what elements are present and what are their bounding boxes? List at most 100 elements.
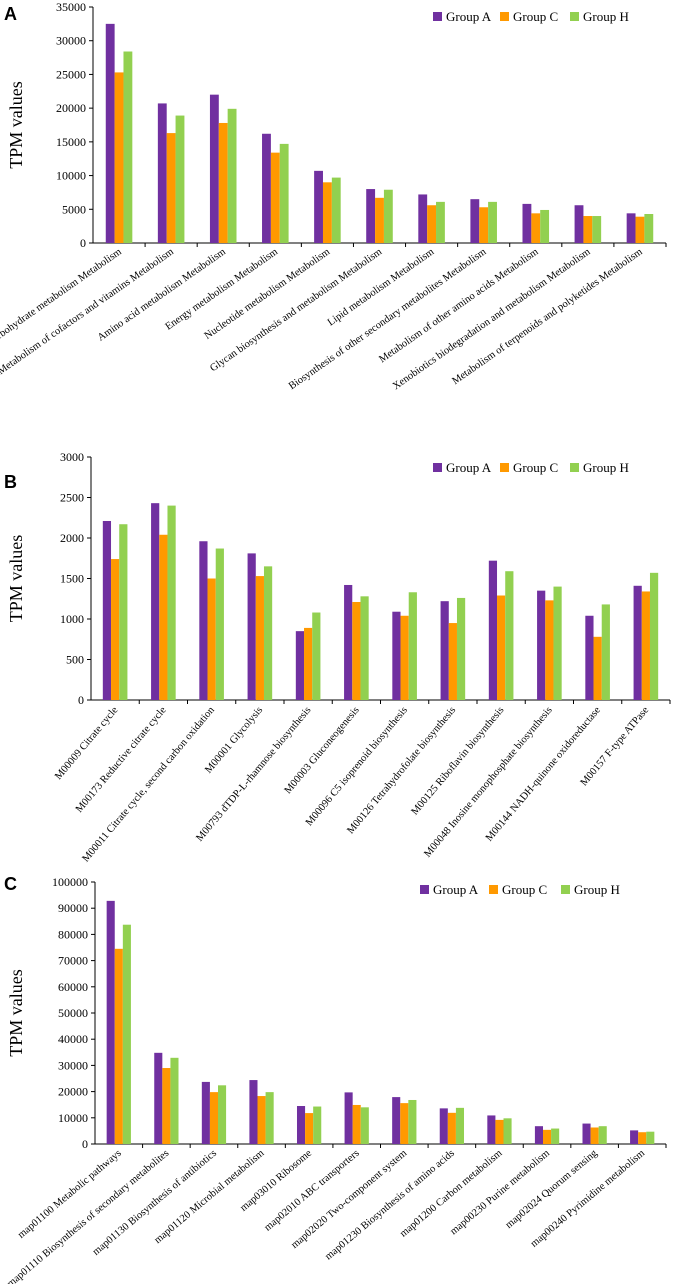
chart-a-bar-group-h (436, 201, 445, 243)
chart-a-bar-group-a (366, 189, 376, 243)
chart-b-y-tick-label: 500 (66, 653, 84, 667)
chart-c-bar-group-c (257, 1096, 266, 1144)
chart-b-bar-group-c (255, 576, 264, 700)
chart-a-bar-group-c (218, 122, 228, 243)
chart-a-x-tick-label: Metabolism of terpenoids and polyketides… (450, 246, 644, 387)
chart-c-bar-group-a (296, 1106, 306, 1144)
chart-b-bar-group-a (151, 503, 160, 700)
chart-c-bar-group-a (630, 1130, 639, 1144)
chart-a-y-tick-label: 35000 (56, 0, 86, 14)
chart-b-y-tick-label: 2000 (60, 531, 84, 545)
chart-a-legend-swatch (500, 12, 509, 21)
chart-b-bar-group-h (601, 604, 610, 700)
chart-b-legend-label: Group C (513, 460, 558, 475)
chart-b-bar-group-c (352, 601, 361, 700)
chart-b-bar-group-h (312, 612, 321, 700)
chart-b-y-axis-title: TPM values (6, 535, 26, 623)
chart-b-bar-group-c (497, 595, 506, 700)
chart-a-bar-group-a (105, 23, 115, 243)
chart-c-bar-group-h (646, 1131, 655, 1144)
chart-c-bar-group-a (439, 1108, 448, 1144)
chart-b-bar-group-c (400, 615, 409, 700)
chart-c-bar-group-c (352, 1104, 361, 1144)
chart-c-y-tick-label: 60000 (58, 980, 88, 994)
chart-b-bar-group-a (585, 615, 594, 700)
chart-b-bar-group-h (263, 566, 273, 700)
chart-a-y-tick-label: 25000 (56, 67, 86, 81)
chart-c-legend-swatch (420, 885, 429, 894)
chart-b-bar-group-c (159, 534, 168, 700)
chart-a-legend-label: Group A (446, 9, 492, 24)
chart-a-bar-group-h (383, 189, 393, 243)
chart-c-bar-group-c (590, 1127, 599, 1144)
chart-c-y-tick-label: 30000 (58, 1058, 88, 1072)
chart-a-y-tick-label: 20000 (56, 101, 86, 115)
chart-c-bar-group-c (638, 1132, 647, 1144)
chart-a-bar-group-h (279, 143, 289, 243)
chart-a-bar-group-a (262, 133, 271, 243)
chart-c-legend-label: Group H (574, 882, 620, 897)
chart-c-bar-group-h (455, 1107, 465, 1144)
chart-b-bar-group-a (247, 553, 256, 700)
chart-a-bar-group-c (375, 197, 384, 243)
chart-b-bar-group-h (649, 572, 659, 700)
chart-a-legend-swatch (433, 12, 442, 21)
chart-c-legend-label: Group A (433, 882, 479, 897)
chart-c-bar-group-h (170, 1057, 179, 1144)
chart-a-bar-group-h (540, 209, 550, 243)
chart-b-bar-group-a (199, 541, 208, 700)
chart-b-bar-group-a (392, 611, 401, 700)
chart-c-bar-group-h (598, 1126, 607, 1144)
chart-a-bar-group-h (592, 216, 602, 243)
chart-a-bar-group-a (314, 170, 323, 243)
chart-c-bar-group-c (400, 1103, 409, 1144)
chart-b-bar-group-c (111, 559, 120, 700)
chart-a-bar-group-c (531, 213, 541, 243)
chart-c-y-tick-label: 70000 (58, 954, 88, 968)
chart-a-y-tick-label: 10000 (56, 169, 86, 183)
chart-a-bar-group-a (209, 94, 219, 244)
chart-b-y-tick-label: 1000 (60, 612, 84, 626)
chart-a-x-tick-label: Biosynthesis of other secondary metaboli… (287, 246, 488, 392)
chart-c-bar-group-h (265, 1092, 274, 1144)
chart-b-bar-group-a (102, 520, 112, 700)
chart-a-bar-group-a (470, 199, 480, 243)
chart-b-bar-group-h (505, 571, 514, 700)
chart-c-bar-group-c (495, 1119, 504, 1144)
chart-a-y-tick-label: 30000 (56, 34, 86, 48)
chart-a-bar-group-a (522, 203, 532, 243)
chart-b-bar-group-h (167, 505, 176, 700)
chart-a-bar-group-c (322, 182, 332, 243)
chart-a-bar-group-a (418, 194, 428, 243)
chart-panel-a: A 0 5000 10000 15000 20000 25000 30000 35000 TPM … (0, 0, 667, 392)
chart-a-y-tick-label: 5000 (62, 202, 86, 216)
chart-c-bar-group-c (447, 1112, 456, 1144)
chart-a-bar-group-h (488, 201, 497, 243)
chart-c-bar-group-a (534, 1126, 543, 1144)
chart-c-bar-group-c (209, 1092, 219, 1144)
chart-b-bar-group-h (360, 596, 369, 700)
chart-c-bar-group-h (122, 924, 131, 1144)
chart-b-panel-letter: B (4, 472, 17, 492)
chart-c-y-tick-label: 90000 (58, 901, 88, 915)
chart-b-legend-swatch (570, 463, 579, 472)
chart-c-bar-group-a (344, 1092, 353, 1144)
chart-b-bar-group-h (553, 586, 562, 700)
chart-c-bar-group-h (360, 1107, 369, 1144)
chart-b-bar-group-a (440, 601, 449, 700)
chart-b-bar-group-c (448, 623, 457, 700)
chart-b-y-tick-label: 2500 (60, 491, 84, 505)
chart-c-y-tick-label: 80000 (58, 927, 88, 941)
chart-a-bar-group-c (114, 72, 124, 243)
chart-b-bar-group-a (537, 590, 546, 700)
chart-c-y-tick-label: 20000 (58, 1085, 88, 1099)
chart-b-bar-group-h (119, 524, 128, 700)
chart-c-bar-group-h (218, 1085, 227, 1144)
chart-a-bar-group-c (427, 205, 437, 243)
chart-a-bar-group-h (227, 108, 237, 244)
chart-b-bar-group-c (641, 591, 650, 700)
chart-c-x-tick-label: map00230 Purine metabolism (448, 1148, 552, 1237)
chart-b-y-tick-label: 3000 (60, 450, 84, 464)
